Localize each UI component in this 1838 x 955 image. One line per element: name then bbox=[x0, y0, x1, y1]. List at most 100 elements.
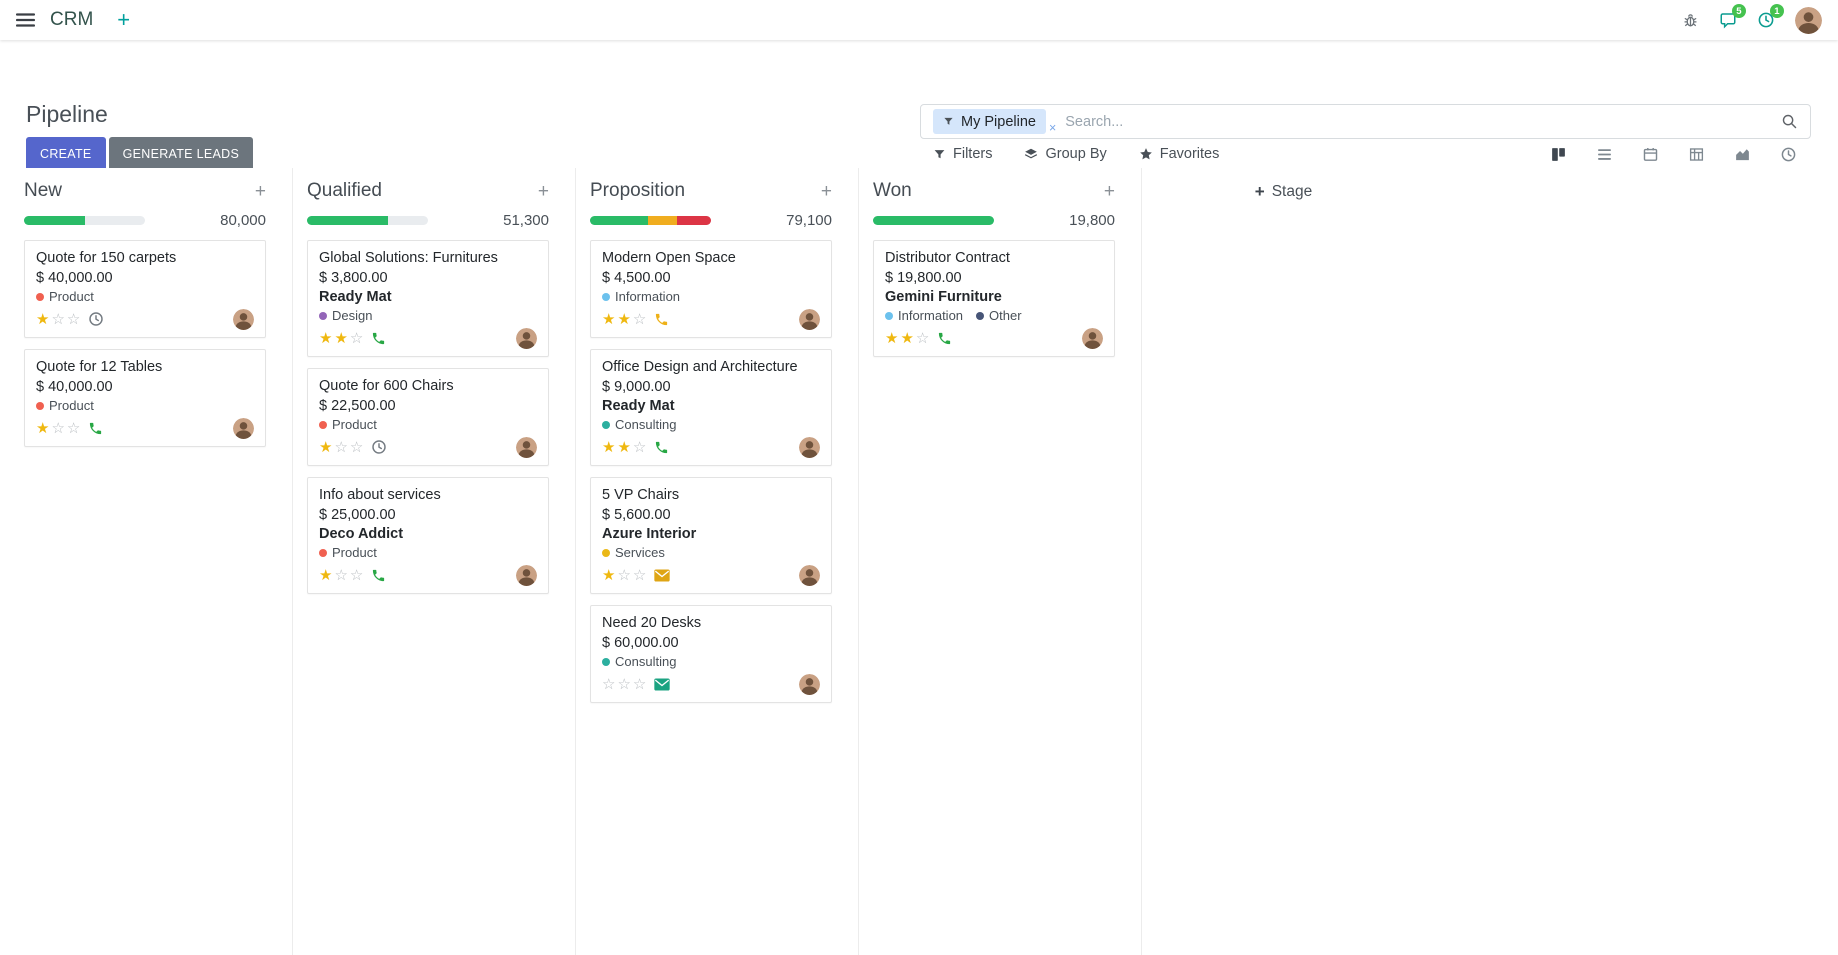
kanban-card[interactable]: Global Solutions: Furnitures $ 3,800.00 Re… bbox=[307, 240, 549, 357]
apps-menu-icon[interactable] bbox=[16, 12, 35, 28]
column-progressbar[interactable] bbox=[24, 216, 145, 225]
activity-phone-icon[interactable] bbox=[371, 568, 386, 583]
add-stage-button[interactable]: + Stage bbox=[1255, 182, 1312, 202]
progress-segment[interactable] bbox=[873, 216, 994, 225]
priority-stars[interactable]: ★ ★ ☆ bbox=[319, 328, 364, 347]
priority-star-icon[interactable]: ☆ bbox=[632, 437, 647, 456]
activity-envelope-icon[interactable] bbox=[654, 569, 671, 582]
priority-star-icon[interactable]: ☆ bbox=[51, 418, 65, 437]
card-tag[interactable]: Consulting bbox=[602, 417, 676, 432]
priority-stars[interactable]: ★ ☆ ☆ bbox=[319, 565, 364, 584]
favorites-menu[interactable]: Favorites bbox=[1139, 146, 1219, 162]
card-tag[interactable]: Product bbox=[36, 289, 94, 304]
priority-star-icon[interactable]: ☆ bbox=[334, 565, 348, 584]
priority-star-icon[interactable]: ☆ bbox=[349, 328, 364, 347]
priority-star-icon[interactable]: ☆ bbox=[632, 309, 647, 328]
card-tag[interactable]: Product bbox=[36, 398, 94, 413]
view-calendar-button[interactable] bbox=[1627, 137, 1673, 171]
priority-stars[interactable]: ★ ☆ ☆ bbox=[602, 565, 647, 584]
view-list-button[interactable] bbox=[1581, 137, 1627, 171]
salesperson-avatar[interactable] bbox=[799, 436, 820, 458]
generate-leads-button[interactable]: GENERATE LEADS bbox=[108, 137, 254, 171]
activity-phone-icon[interactable] bbox=[654, 312, 669, 327]
activity-phone-icon[interactable] bbox=[937, 331, 952, 346]
kanban-card[interactable]: Need 20 Desks $ 60,000.00 Consulting ☆ ☆ ☆ bbox=[590, 605, 832, 703]
priority-star-icon[interactable]: ☆ bbox=[334, 437, 348, 456]
priority-star-icon[interactable]: ★ bbox=[319, 437, 333, 456]
priority-star-icon[interactable]: ☆ bbox=[617, 565, 631, 584]
priority-star-icon[interactable]: ☆ bbox=[66, 418, 81, 437]
add-record-icon[interactable]: + bbox=[254, 180, 266, 202]
group-by-menu[interactable]: Group By bbox=[1024, 146, 1107, 162]
activity-envelope-icon[interactable] bbox=[654, 678, 671, 691]
progress-segment[interactable] bbox=[590, 216, 649, 225]
progress-segment[interactable] bbox=[677, 216, 711, 225]
priority-star-icon[interactable]: ☆ bbox=[51, 309, 65, 328]
debug-bug-icon[interactable] bbox=[1682, 12, 1699, 29]
user-avatar[interactable] bbox=[1795, 6, 1822, 34]
priority-star-icon[interactable]: ★ bbox=[885, 328, 899, 347]
priority-star-icon[interactable]: ★ bbox=[602, 309, 616, 328]
salesperson-avatar[interactable] bbox=[233, 308, 254, 330]
priority-star-icon[interactable]: ★ bbox=[36, 418, 50, 437]
priority-star-icon[interactable]: ☆ bbox=[632, 565, 647, 584]
activity-phone-icon[interactable] bbox=[88, 421, 103, 436]
progress-segment[interactable] bbox=[307, 216, 389, 225]
remove-facet-icon[interactable]: × bbox=[1048, 121, 1057, 135]
filters-menu[interactable]: Filters bbox=[933, 146, 992, 162]
priority-star-icon[interactable]: ★ bbox=[602, 437, 616, 456]
priority-stars[interactable]: ★ ☆ ☆ bbox=[36, 309, 80, 328]
search-icon[interactable] bbox=[1781, 113, 1798, 130]
kanban-card[interactable]: Office Design and Architecture $ 9,000.00… bbox=[590, 349, 832, 466]
card-tag[interactable]: Services bbox=[602, 545, 665, 560]
card-tag[interactable]: Other bbox=[976, 308, 1022, 323]
salesperson-avatar[interactable] bbox=[516, 436, 537, 458]
salesperson-avatar[interactable] bbox=[516, 327, 537, 349]
kanban-card[interactable]: Quote for 150 carpets $ 40,000.00 Product ★… bbox=[24, 240, 266, 338]
priority-star-icon[interactable]: ☆ bbox=[602, 674, 616, 693]
card-tag[interactable]: Product bbox=[319, 417, 377, 432]
priority-star-icon[interactable]: ★ bbox=[900, 328, 914, 347]
plus-menu-icon[interactable]: + bbox=[117, 7, 131, 32]
view-pivot-button[interactable] bbox=[1673, 137, 1719, 171]
priority-star-icon[interactable]: ☆ bbox=[915, 328, 930, 347]
create-button[interactable]: CREATE bbox=[26, 137, 106, 171]
salesperson-avatar[interactable] bbox=[516, 564, 537, 586]
search-input[interactable] bbox=[1065, 113, 1773, 130]
salesperson-avatar[interactable] bbox=[233, 417, 254, 439]
view-graph-button[interactable] bbox=[1719, 137, 1765, 171]
activity-phone-icon[interactable] bbox=[371, 331, 386, 346]
search-facet[interactable]: My Pipeline bbox=[933, 109, 1046, 134]
salesperson-avatar[interactable] bbox=[799, 564, 820, 586]
kanban-card[interactable]: Modern Open Space $ 4,500.00 Information ★ ★… bbox=[590, 240, 832, 338]
priority-star-icon[interactable]: ☆ bbox=[349, 565, 364, 584]
column-progressbar[interactable] bbox=[307, 216, 428, 225]
kanban-card[interactable]: Info about services $ 25,000.00 Deco Addic… bbox=[307, 477, 549, 594]
priority-star-icon[interactable]: ★ bbox=[602, 565, 616, 584]
view-activity-button[interactable] bbox=[1765, 137, 1811, 171]
activity-phone-icon[interactable] bbox=[654, 440, 669, 455]
card-tag[interactable]: Product bbox=[319, 545, 377, 560]
kanban-card[interactable]: 5 VP Chairs $ 5,600.00 Azure Interior Servi… bbox=[590, 477, 832, 594]
progress-segment[interactable] bbox=[648, 216, 678, 225]
card-tag[interactable]: Information bbox=[885, 308, 963, 323]
kanban-card[interactable]: Quote for 12 Tables $ 40,000.00 Product ★ ☆ ☆ bbox=[24, 349, 266, 447]
priority-stars[interactable]: ★ ★ ☆ bbox=[602, 309, 647, 328]
priority-star-icon[interactable]: ★ bbox=[36, 309, 50, 328]
kanban-card[interactable]: Distributor Contract $ 19,800.00 Gemini Fu… bbox=[873, 240, 1115, 357]
column-progressbar[interactable] bbox=[590, 216, 711, 225]
priority-star-icon[interactable]: ★ bbox=[319, 328, 333, 347]
priority-stars[interactable]: ★ ☆ ☆ bbox=[319, 437, 364, 456]
activity-clock-icon[interactable] bbox=[371, 439, 387, 455]
priority-star-icon[interactable]: ★ bbox=[319, 565, 333, 584]
card-tag[interactable]: Information bbox=[602, 289, 680, 304]
card-tag[interactable]: Consulting bbox=[602, 654, 676, 669]
priority-star-icon[interactable]: ★ bbox=[617, 437, 631, 456]
add-record-icon[interactable]: + bbox=[537, 180, 549, 202]
salesperson-avatar[interactable] bbox=[799, 308, 820, 330]
priority-star-icon[interactable]: ☆ bbox=[349, 437, 364, 456]
kanban-card[interactable]: Quote for 600 Chairs $ 22,500.00 Product ★ ☆… bbox=[307, 368, 549, 466]
priority-stars[interactable]: ★ ☆ ☆ bbox=[36, 418, 81, 437]
priority-star-icon[interactable]: ★ bbox=[334, 328, 348, 347]
app-name[interactable]: CRM bbox=[50, 9, 94, 30]
